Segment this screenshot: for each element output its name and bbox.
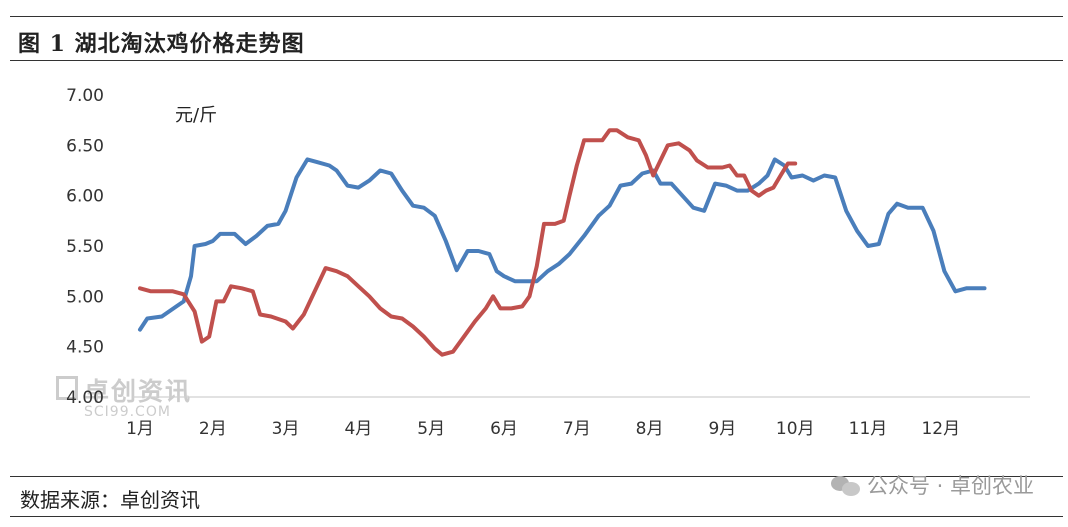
y-tick-label: 4.50 <box>66 338 104 358</box>
logo-mark-icon <box>56 376 78 400</box>
x-tick-group: 1月 2月 3月 4月 5月 6月 7月 8月 9月 10月 11月 12月 <box>126 419 960 439</box>
footer-rule-bottom <box>10 516 1063 517</box>
x-tick-label: 8月 <box>636 419 664 439</box>
logo-watermark-text: 卓创资讯 <box>84 377 193 406</box>
x-tick-label: 1月 <box>126 419 154 439</box>
y-tick-label: 5.00 <box>66 287 104 307</box>
y-tick-label: 6.00 <box>66 187 104 207</box>
x-tick-label: 5月 <box>417 419 445 439</box>
wechat-icon <box>830 474 861 496</box>
y-tick-label: 5.50 <box>66 237 104 257</box>
series-line-2 <box>138 128 798 357</box>
wechat-watermark: 公众号 · 卓创农业 <box>830 470 1034 500</box>
footer-rule-top <box>10 476 1063 477</box>
x-tick-label: 7月 <box>563 419 591 439</box>
data-source: 数据来源：卓创资讯 <box>20 488 200 512</box>
logo-watermark-subtext: SCI99.COM <box>84 404 171 420</box>
logo-watermark: 卓创资讯 SCI99.COM <box>56 372 193 420</box>
series-group <box>138 128 987 357</box>
x-tick-label: 3月 <box>272 419 300 439</box>
figure-title: 图 1 湖北淘汰鸡价格走势图 <box>18 31 305 57</box>
x-tick-label: 12月 <box>921 419 960 439</box>
y-tick-label: 4.00 <box>66 388 104 408</box>
x-tick-label: 6月 <box>490 419 518 439</box>
x-tick-label: 2月 <box>199 419 227 439</box>
y-tick-group: 4.00 4.50 5.00 5.50 6.00 6.50 7.00 <box>66 86 104 408</box>
x-tick-label: 10月 <box>776 419 815 439</box>
watermark-text: 公众号 · 卓创农业 <box>866 474 1034 498</box>
title-rule <box>10 60 1063 61</box>
y-tick-label: 6.50 <box>66 136 104 156</box>
top-rule <box>10 16 1063 17</box>
y-tick-label: 7.00 <box>66 86 104 106</box>
x-tick-label: 11月 <box>849 419 888 439</box>
series-line-1 <box>138 157 987 332</box>
y-unit-label: 元/斤 <box>175 105 217 126</box>
x-tick-label: 9月 <box>708 419 736 439</box>
x-tick-label: 4月 <box>344 419 372 439</box>
